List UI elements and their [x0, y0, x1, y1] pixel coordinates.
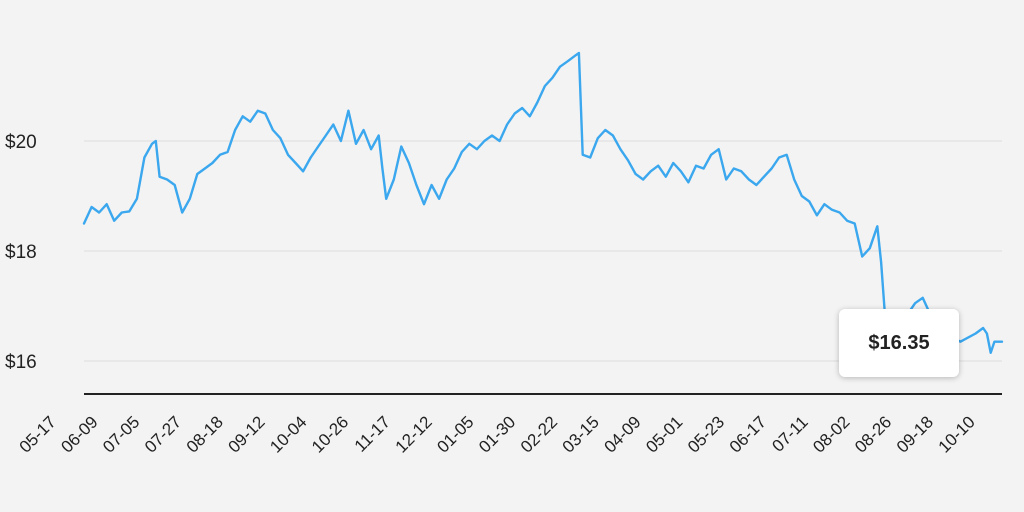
x-tick-label: 08-18: [183, 412, 227, 456]
x-tick-label: 12-12: [392, 412, 436, 456]
price-series-line: [82, 51, 1004, 354]
x-tick-label: 07-27: [141, 412, 185, 456]
x-tick-label: 10-26: [308, 412, 352, 456]
x-tick-label: 05-23: [684, 412, 728, 456]
x-tick-label: 04-09: [600, 412, 644, 456]
x-tick-label: 10-10: [935, 412, 979, 456]
price-tooltip: $16.35: [839, 309, 959, 377]
y-tick-label: $16: [5, 352, 37, 373]
y-tick-label: $18: [5, 242, 37, 263]
x-tick-label: 06-09: [57, 412, 101, 456]
x-tick-label: 09-18: [893, 412, 937, 456]
x-tick-label: 05-17: [16, 412, 60, 456]
x-tick-label: 02-22: [517, 412, 561, 456]
x-tick-label: 01-30: [475, 412, 519, 456]
x-tick-label: 08-26: [851, 412, 895, 456]
x-axis-ticks: 05-1706-0907-0507-2708-1809-1210-0410-26…: [16, 412, 979, 456]
x-tick-label: 03-15: [559, 412, 603, 456]
tooltip-price-value: $16.35: [868, 331, 930, 354]
x-tick-label: 11-17: [351, 412, 394, 455]
x-tick-label: 09-12: [225, 412, 269, 456]
y-axis-ticks: $16 $18 $20: [5, 132, 37, 373]
x-tick-label: 07-11: [768, 412, 811, 455]
x-tick-label: 07-05: [99, 412, 143, 456]
x-tick-label: 08-02: [809, 412, 853, 456]
x-tick-label: 01-05: [433, 412, 477, 456]
y-tick-label: $20: [5, 132, 37, 153]
x-tick-label: 06-17: [726, 412, 770, 456]
x-tick-label: 10-04: [266, 412, 310, 456]
x-tick-label: 05-01: [642, 412, 686, 456]
